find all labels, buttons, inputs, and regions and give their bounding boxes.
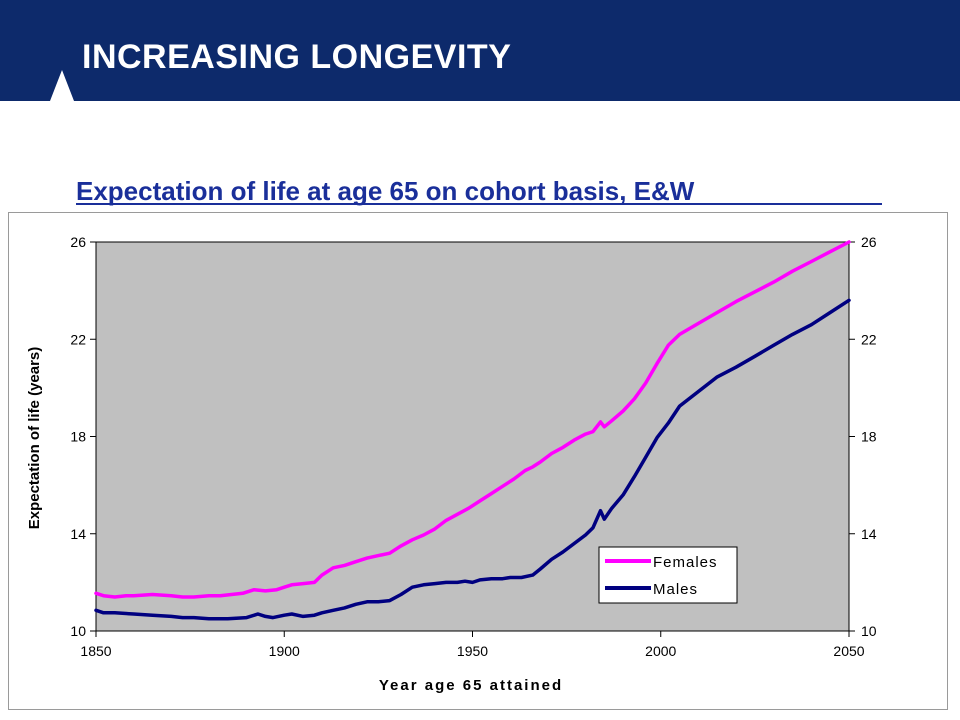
y-tick-label-right: 14 <box>861 526 877 542</box>
y-tick-label-left: 26 <box>70 234 86 250</box>
x-axis: 1850 1900 1950 2000 2050 <box>80 631 865 659</box>
x-tick-label: 2050 <box>833 643 864 659</box>
y-tick-label-left: 14 <box>70 526 86 542</box>
y-tick-label-left: 18 <box>70 429 86 445</box>
header-bar <box>0 0 960 101</box>
page-title: INCREASING LONGEVITY <box>82 38 512 76</box>
x-tick-label: 1850 <box>80 643 111 659</box>
y-tick-label-right: 18 <box>861 429 877 445</box>
y-axis-left: 10 14 18 22 26 <box>70 234 96 639</box>
x-axis-title: Year age 65 attained <box>379 677 563 694</box>
legend-label-females: Females <box>653 554 718 571</box>
life-expectancy-chart: 10 14 18 22 26 10 14 18 22 26 1850 1900 1950 2000 20… <box>26 234 877 694</box>
header-notch-decoration <box>50 70 74 101</box>
x-tick-label: 2000 <box>645 643 676 659</box>
x-tick-label: 1900 <box>269 643 300 659</box>
x-tick-label: 1950 <box>457 643 488 659</box>
legend-label-males: Males <box>653 581 698 598</box>
y-tick-label-right: 22 <box>861 331 877 347</box>
chart-subtitle: Expectation of life at age 65 on cohort … <box>76 176 695 206</box>
legend-box <box>598 546 738 604</box>
y-tick-label-right: 26 <box>861 234 877 250</box>
legend: Females Males <box>598 546 738 604</box>
series-lines <box>94 240 851 621</box>
y-axis-title: Expectation of life (years) <box>26 347 43 530</box>
series-line-females <box>94 240 851 599</box>
chart-frame: 10 14 18 22 26 10 14 18 22 26 1850 1900 1950 2000 20… <box>8 212 948 710</box>
y-tick-label-right: 10 <box>861 623 877 639</box>
y-axis-right: 10 14 18 22 26 <box>849 234 877 639</box>
subtitle-underline <box>76 203 882 205</box>
y-tick-label-left: 10 <box>70 623 86 639</box>
y-tick-label-left: 22 <box>70 331 86 347</box>
series-line-males <box>94 298 851 621</box>
